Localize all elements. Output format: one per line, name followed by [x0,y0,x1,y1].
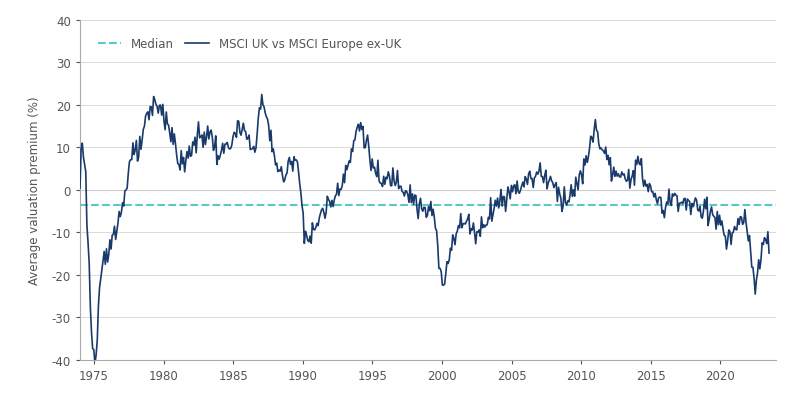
Y-axis label: Average valuation premium (%): Average valuation premium (%) [28,96,41,284]
MSCI UK vs MSCI Europe ex-UK [764,251,774,256]
MSCI UK vs MSCI Europe ex-UK [538,175,547,180]
MSCI UK vs MSCI Europe ex-UK [198,146,208,151]
MSCI UK vs MSCI Europe ex-UK [257,93,266,98]
MSCI UK vs MSCI Europe ex-UK [390,179,399,184]
MSCI UK vs MSCI Europe ex-UK [254,116,263,121]
MSCI UK vs MSCI Europe ex-UK [596,146,606,151]
Legend: Median, MSCI UK vs MSCI Europe ex-UK: Median, MSCI UK vs MSCI Europe ex-UK [93,33,406,56]
MSCI UK vs MSCI Europe ex-UK [483,216,493,220]
MSCI UK vs MSCI Europe ex-UK [90,362,100,367]
Line: MSCI UK vs MSCI Europe ex-UK: MSCI UK vs MSCI Europe ex-UK [80,95,769,364]
MSCI UK vs MSCI Europe ex-UK [75,186,85,191]
